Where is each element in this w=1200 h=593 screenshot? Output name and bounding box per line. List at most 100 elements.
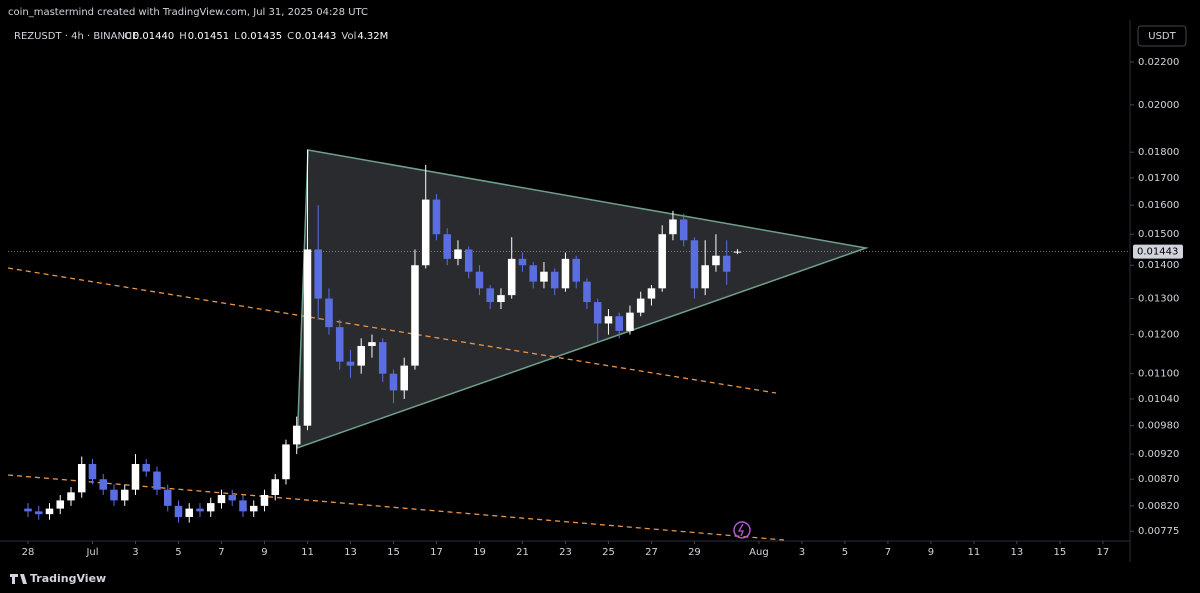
candle-body: [690, 240, 699, 289]
currency[interactable]: USDT: [1148, 31, 1176, 42]
y-tick-label: 0.00920: [1138, 449, 1179, 460]
candle-body: [497, 295, 505, 303]
candle-body: [572, 258, 580, 282]
y-tick-label: 0.02200: [1138, 57, 1179, 68]
candle-body: [604, 316, 613, 324]
candle-body: [389, 373, 398, 391]
candle-body: [325, 298, 333, 328]
x-tick-label: 13: [344, 547, 357, 558]
candle-body: [217, 495, 226, 504]
x-tick-label: 21: [516, 547, 529, 558]
y-tick-label: 0.01300: [1138, 294, 1179, 305]
x-tick-label: Jul: [85, 547, 98, 558]
ohlc-value: 4.32M: [357, 31, 388, 42]
candle-body: [357, 345, 365, 366]
candle-body: [45, 508, 54, 515]
candle-body: [411, 265, 419, 366]
ohlc-key: O: [124, 31, 132, 42]
x-tick-label: 15: [387, 547, 400, 558]
candle-body: [368, 342, 376, 346]
candle-body: [561, 258, 570, 289]
x-tick-label: 27: [645, 547, 658, 558]
x-tick-label: 7: [885, 547, 891, 558]
y-tick-label: 0.01600: [1138, 200, 1179, 211]
event-icon[interactable]: [733, 521, 751, 539]
candle-body: [249, 505, 258, 512]
candle-body: [636, 298, 645, 313]
candle-body: [669, 219, 677, 235]
x-tick-label: 23: [559, 547, 572, 558]
y-tick-label: 0.02000: [1138, 100, 1179, 111]
candle-body: [120, 489, 129, 501]
candle-body: [142, 463, 150, 472]
y-tick-label: 0.00870: [1138, 474, 1179, 485]
candle-body: [131, 463, 140, 490]
candle-body: [486, 288, 494, 303]
candle-body: [400, 365, 408, 391]
candle-body: [196, 508, 204, 512]
ohlc-key: H: [179, 31, 187, 42]
candle-body: [99, 479, 107, 490]
x-tick-label: 3: [799, 547, 805, 558]
candle-body: [34, 511, 43, 515]
candle-body: [282, 444, 290, 480]
event-bolt: [737, 523, 744, 537]
x-tick-label: 29: [688, 547, 701, 558]
candle-body: [153, 471, 161, 490]
x-tick-label: 19: [473, 547, 486, 558]
candle-body: [239, 500, 247, 512]
x-tick-label: 9: [928, 547, 934, 558]
ohlc-value: 0.01443: [295, 31, 336, 42]
candle-body: [77, 463, 86, 493]
x-tick-label: 13: [1011, 547, 1024, 558]
candle-body: [185, 508, 193, 517]
candle-body: [550, 271, 559, 289]
ohlc-value: 0.01451: [188, 31, 229, 42]
candle-body: [67, 492, 75, 501]
y-tick-label: 0.00775: [1138, 526, 1179, 537]
candle-body: [615, 316, 623, 331]
x-tick-label: Aug: [749, 547, 769, 558]
tv-logo: [10, 574, 27, 584]
candle-body: [518, 258, 527, 266]
y-tick-label: 0.00980: [1138, 421, 1179, 432]
candle-body: [88, 463, 97, 480]
candle-body: [507, 258, 516, 296]
candle-body: [271, 479, 279, 496]
x-tick-label: 11: [301, 547, 314, 558]
candle-body: [658, 234, 666, 289]
x-tick-label: 5: [842, 547, 848, 558]
candle-body: [464, 249, 473, 272]
candle-body: [722, 255, 731, 272]
candle-body: [454, 249, 462, 259]
candle-body: [174, 505, 183, 517]
currency-button[interactable]: [1137, 25, 1187, 47]
candle-body: [647, 288, 656, 299]
y-tick-label: 0.01400: [1138, 260, 1179, 271]
candle-body: [421, 199, 430, 266]
plot: [8, 149, 1130, 523]
y-tick-label: 0.01500: [1138, 229, 1179, 240]
candle-body: [56, 500, 65, 509]
y-tick-label: 0.01200: [1138, 330, 1179, 341]
footer-brand: TradingView: [30, 572, 106, 585]
y-tick-label: 0.01700: [1138, 173, 1179, 184]
candle-body: [701, 265, 709, 289]
x-tick-label: 7: [218, 547, 224, 558]
price-label-box: [1133, 244, 1183, 259]
y-tick-label: 0.01800: [1138, 147, 1179, 158]
candle-body: [346, 361, 355, 366]
x-tick-label: 28: [22, 547, 35, 558]
candle-body: [206, 503, 215, 512]
x-tick-label: 5: [175, 547, 181, 558]
candle-body: [432, 199, 441, 235]
candle-body: [529, 265, 537, 282]
candle-body: [443, 234, 451, 259]
candle-body: [733, 251, 742, 253]
candle-body: [583, 281, 591, 303]
candle-body: [314, 249, 322, 299]
credit: coin_mastermind created with TradingView…: [8, 7, 368, 18]
candle-body: [712, 255, 720, 266]
candle-body: [110, 489, 118, 501]
ohlc-value: 0.01440: [133, 31, 174, 42]
